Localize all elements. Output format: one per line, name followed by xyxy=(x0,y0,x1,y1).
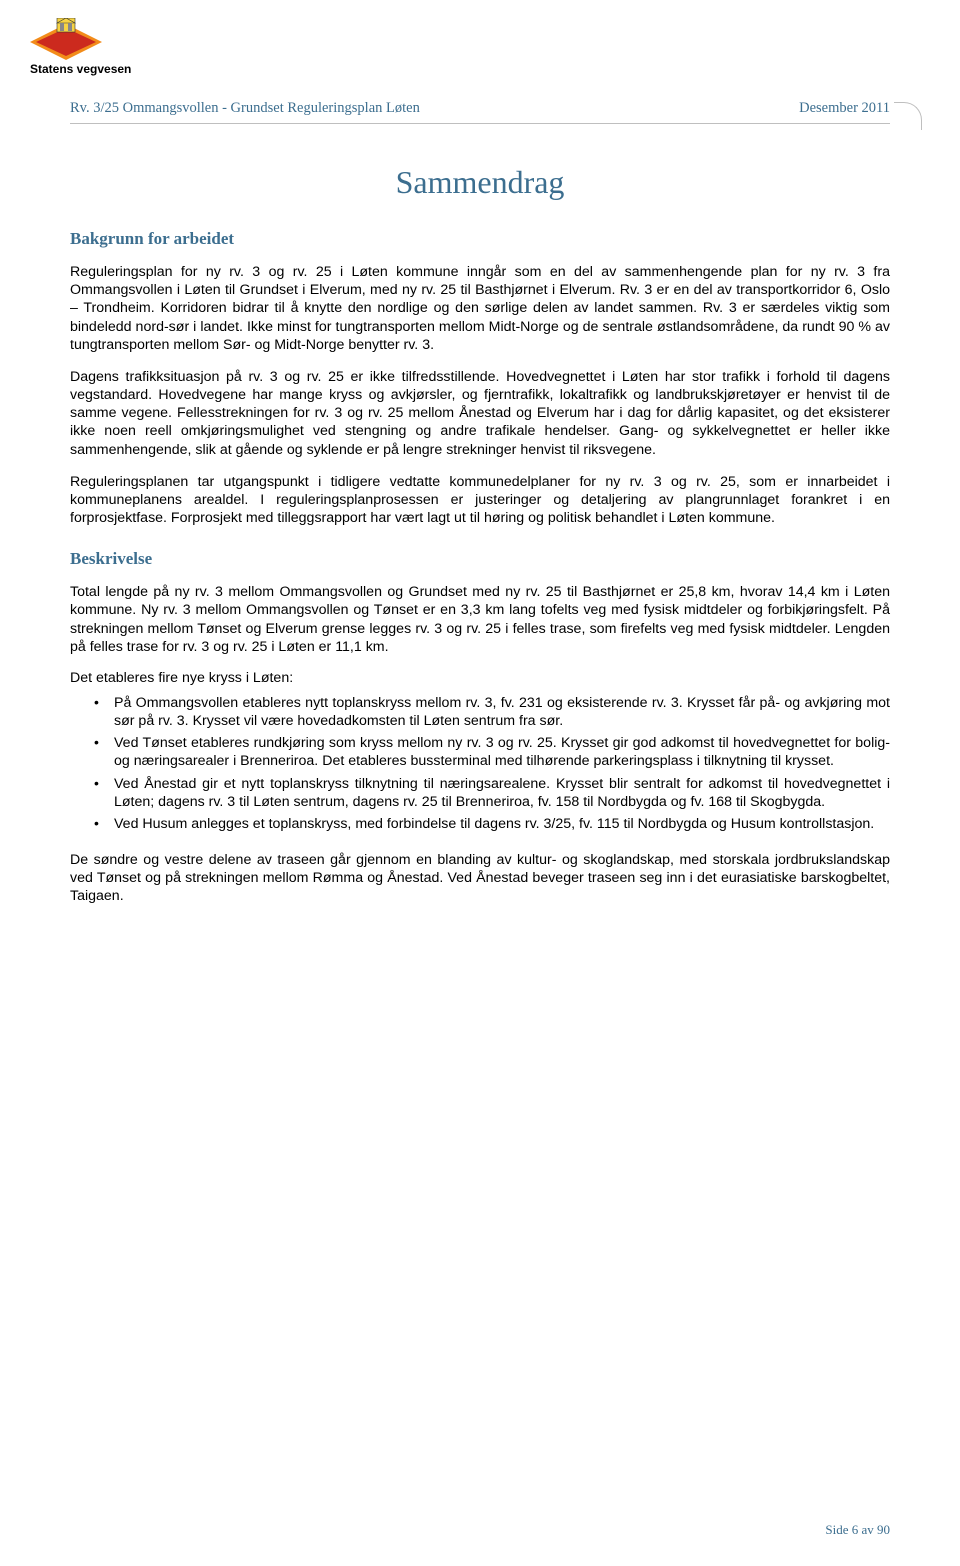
running-header: Rv. 3/25 Ommangsvollen - Grundset Regule… xyxy=(70,100,890,117)
bullet-list: På Ommangsvollen etableres nytt toplansk… xyxy=(70,694,890,833)
list-item: Ved Tønset etableres rundkjøring som kry… xyxy=(94,734,890,770)
paragraph: De søndre og vestre delene av traseen gå… xyxy=(70,851,890,906)
page-footer: Side 6 av 90 xyxy=(825,1522,890,1538)
org-name: Statens vegvesen xyxy=(30,62,131,76)
section-heading-beskrivelse: Beskrivelse xyxy=(70,549,890,569)
header-right: Desember 2011 xyxy=(799,100,890,117)
bullet-intro: Det etableres fire nye kryss i Løten: xyxy=(70,670,890,686)
header-rule xyxy=(70,123,890,124)
list-item: Ved Ånestad gir et nytt toplanskryss til… xyxy=(94,775,890,811)
paragraph: Total lengde på ny rv. 3 mellom Ommangsv… xyxy=(70,583,890,656)
paragraph: Reguleringsplanen tar utgangspunkt i tid… xyxy=(70,473,890,528)
header-left: Rv. 3/25 Ommangsvollen - Grundset Regule… xyxy=(70,100,420,117)
org-logo: Statens vegvesen xyxy=(30,18,131,76)
paragraph: Dagens trafikksituasjon på rv. 3 og rv. … xyxy=(70,368,890,459)
list-item: På Ommangsvollen etableres nytt toplansk… xyxy=(94,694,890,730)
section-heading-bakgrunn: Bakgrunn for arbeidet xyxy=(70,229,890,249)
page-corner-decoration xyxy=(894,102,922,130)
vegvesen-logo-icon xyxy=(30,18,102,60)
paragraph: Reguleringsplan for ny rv. 3 og rv. 25 i… xyxy=(70,263,890,354)
list-item: Ved Husum anlegges et toplanskryss, med … xyxy=(94,815,890,833)
document-page: Statens vegvesen Rv. 3/25 Ommangsvollen … xyxy=(0,0,960,1566)
page-title: Sammendrag xyxy=(70,164,890,201)
